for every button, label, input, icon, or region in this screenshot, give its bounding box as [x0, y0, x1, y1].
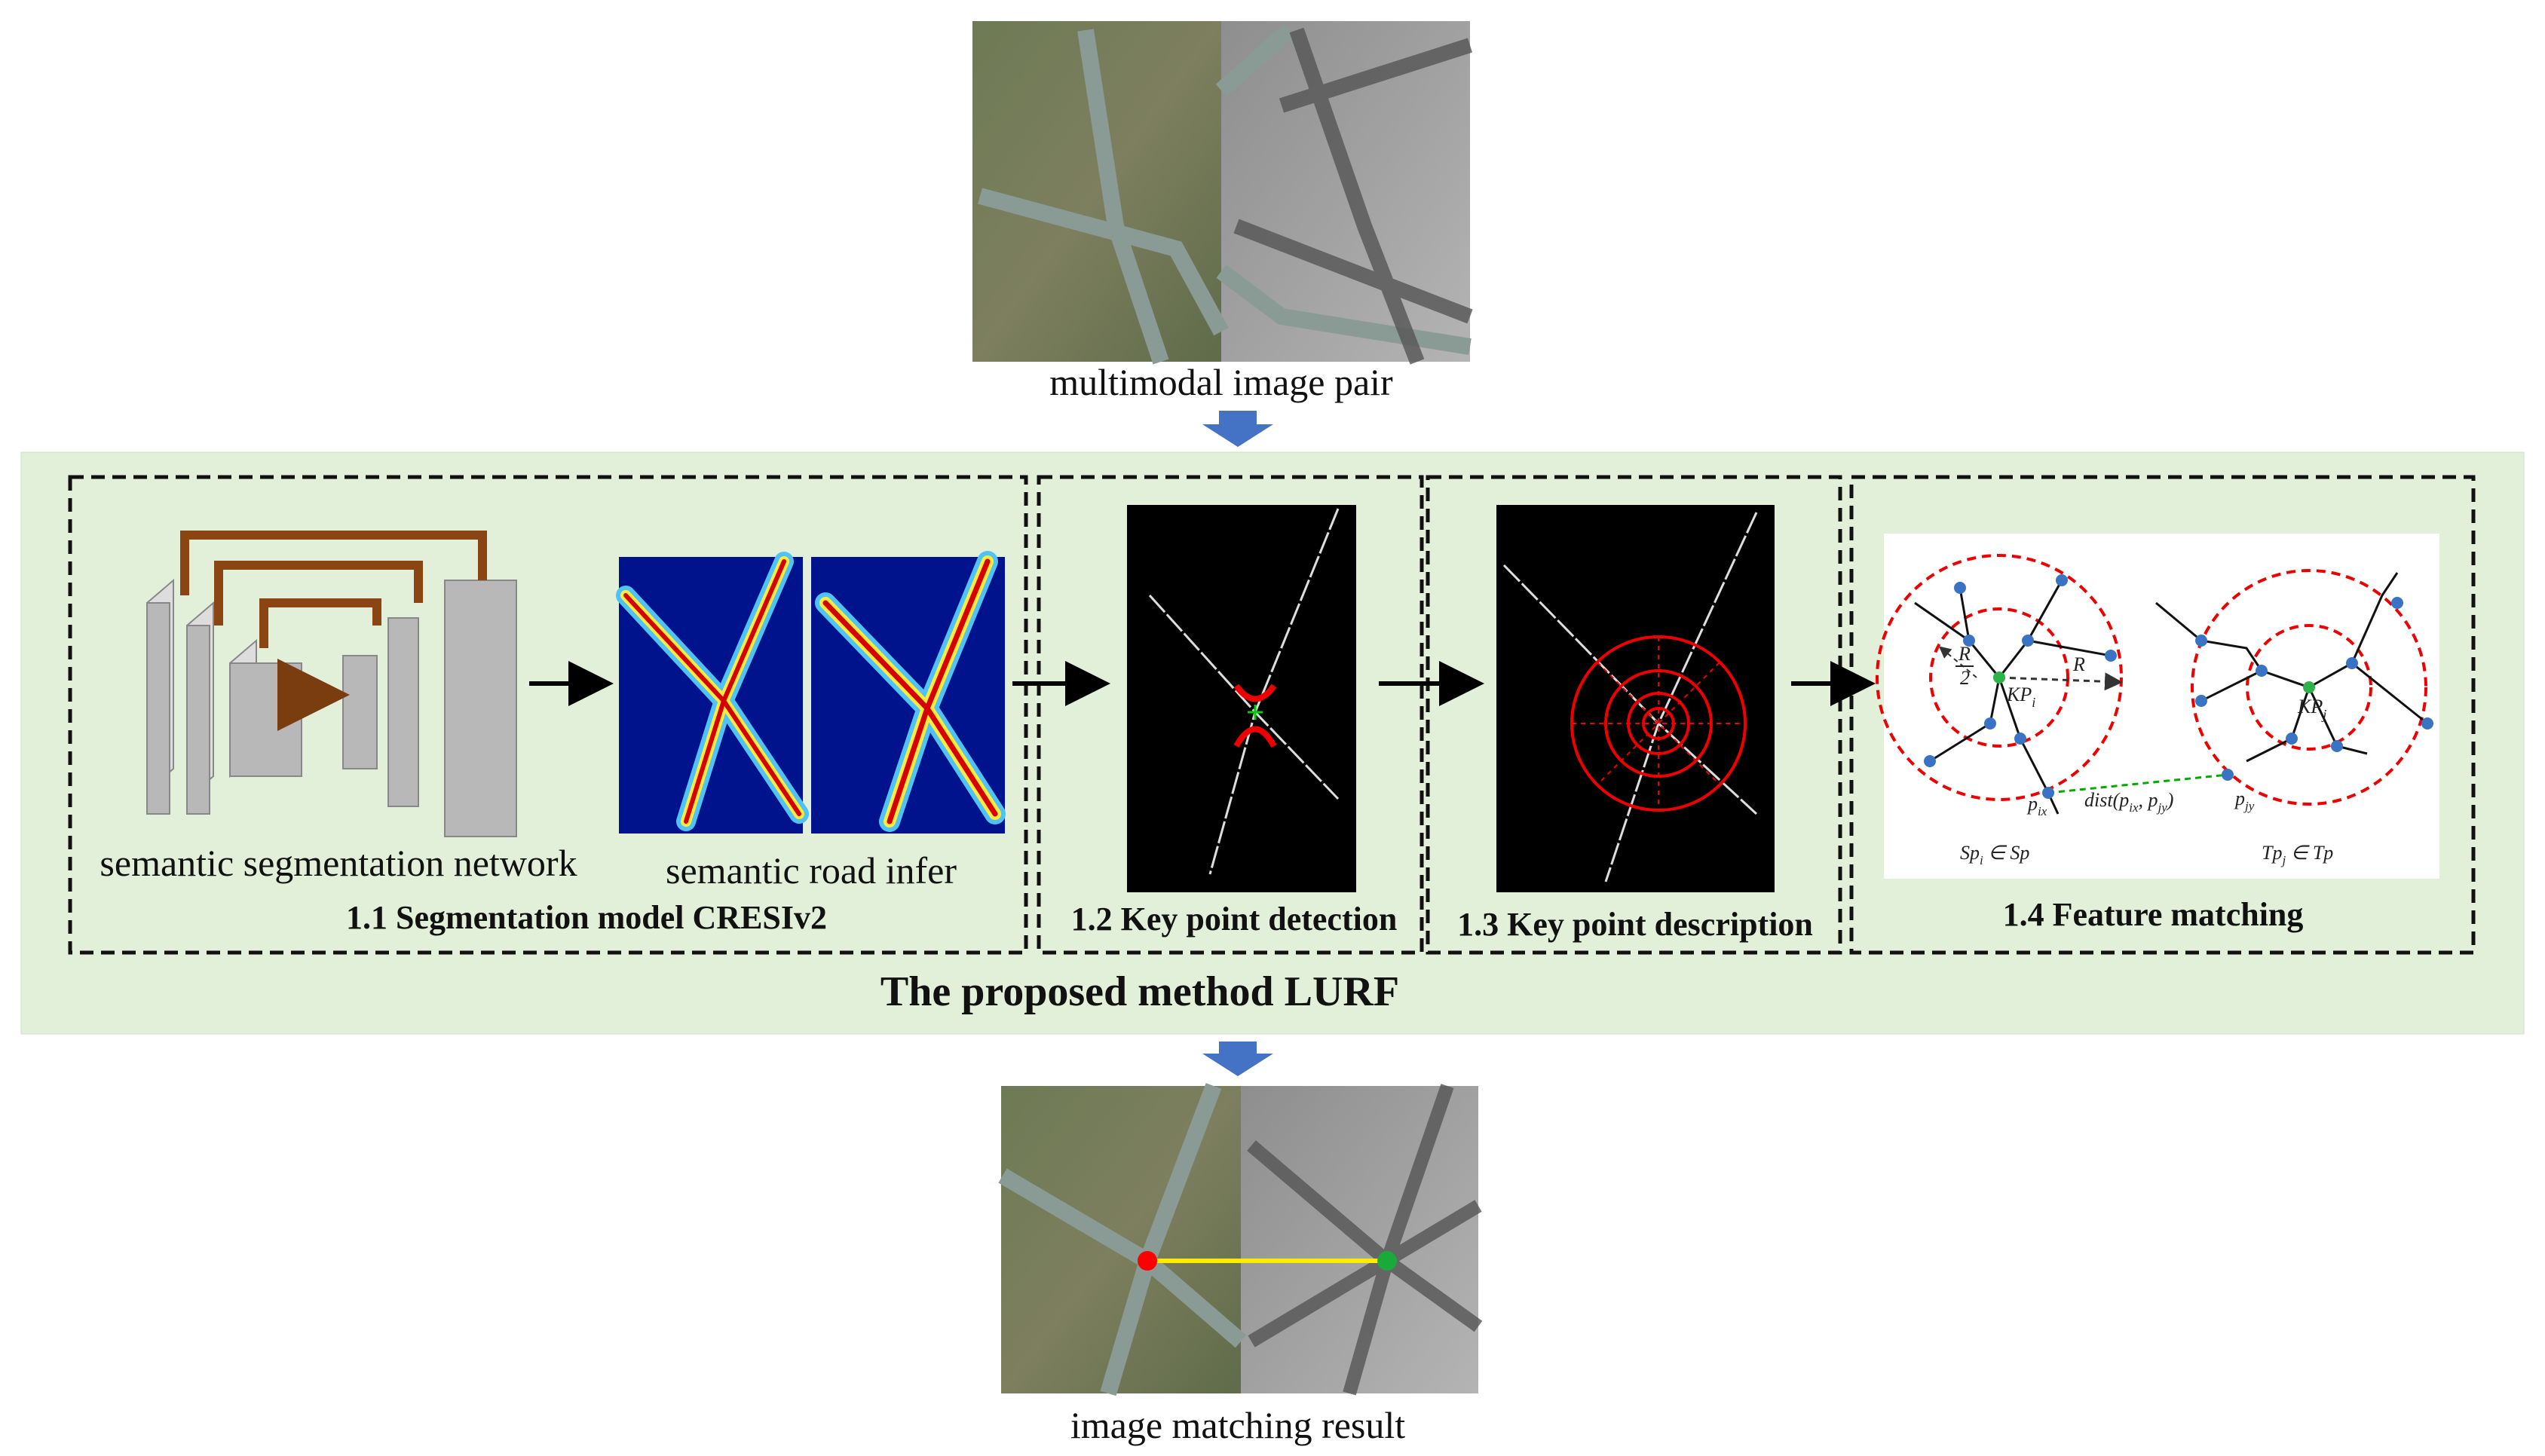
result-image [998, 1083, 1483, 1396]
matching-figure: R 2 R KPi KPj dist(pix, pjy) pix pjy Spi… [1876, 534, 2439, 879]
label: Spi ∈ Sp [1960, 842, 2029, 867]
label: pjy [2234, 788, 2255, 813]
panel-title: The proposed method LURF [880, 968, 1399, 1015]
label: R [2072, 653, 2085, 675]
step-title: 1.4 Feature matching [2003, 896, 2304, 933]
label: KPi [2006, 684, 2035, 710]
label: Tpj ∈ Tp [2262, 842, 2333, 867]
detection-image [1127, 505, 1356, 892]
label: KPj [2297, 696, 2326, 722]
flow-arrow [1202, 1042, 1273, 1076]
label: pix [2026, 793, 2047, 818]
label: semantic segmentation network [100, 842, 577, 884]
step-boxes [68, 475, 2476, 955]
step-title: 1.3 Key point description [1457, 906, 1813, 943]
label: dist(pix, pjy) [2084, 789, 2173, 815]
label: 2 [1960, 667, 1970, 689]
label: semantic road infer [666, 849, 957, 892]
image-pair [972, 21, 1473, 365]
label: R [1958, 643, 1971, 665]
network [146, 531, 517, 837]
caption: multimodal image pair [1049, 361, 1393, 403]
step-title: 1.2 Key point detection [1071, 901, 1398, 938]
heatmaps [616, 551, 1006, 834]
description-image [1496, 505, 1775, 892]
step-title: 1.1 Segmentation model CRESIv2 [346, 899, 827, 936]
caption: image matching result [1070, 1404, 1405, 1446]
flow-arrow [1202, 411, 1273, 447]
